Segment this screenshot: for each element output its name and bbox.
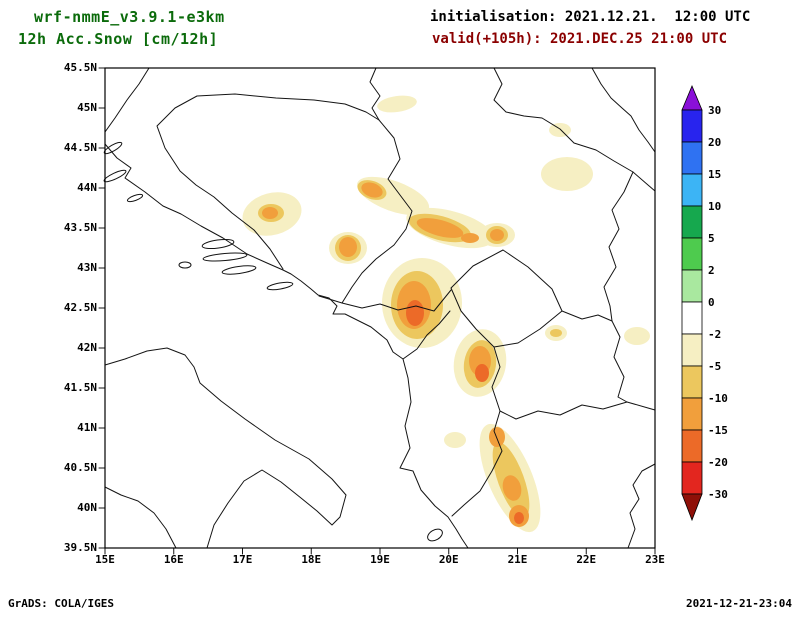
colorbar-tick-label: 20 bbox=[708, 136, 721, 149]
lon-tick-label: 23E bbox=[645, 553, 665, 566]
colorbar-tick-label: 30 bbox=[708, 104, 721, 117]
colorbar-arrow-top bbox=[682, 86, 702, 110]
colorbar-tick-label: 15 bbox=[708, 168, 721, 181]
colorbar-tick-label: -10 bbox=[708, 392, 728, 405]
colorbar-tick-label: -20 bbox=[708, 456, 728, 469]
colorbar-segment bbox=[682, 142, 702, 174]
colorbar-segment bbox=[682, 366, 702, 398]
colorbar-legend: 30201510520-2-5-10-15-20-30 bbox=[681, 84, 741, 530]
lon-tick-label: 17E bbox=[233, 553, 253, 566]
map-border bbox=[105, 68, 655, 548]
lat-tick-label: 39.5N bbox=[50, 541, 97, 554]
colorbar-segment bbox=[682, 238, 702, 270]
colorbar-canvas: 30201510520-2-5-10-15-20-30 bbox=[681, 84, 741, 530]
map-canvas bbox=[105, 68, 655, 548]
colorbar-segment bbox=[682, 206, 702, 238]
lat-tick-label: 41.5N bbox=[50, 381, 97, 394]
longitude-axis: 15E16E17E18E19E20E21E22E23E bbox=[105, 553, 655, 569]
lat-tick-label: 40N bbox=[50, 501, 97, 514]
lat-tick-label: 43.5N bbox=[50, 221, 97, 234]
lat-tick-label: 44N bbox=[50, 181, 97, 194]
colorbar-arrow-bottom bbox=[682, 494, 702, 520]
lat-tick-label: 40.5N bbox=[50, 461, 97, 474]
colorbar-segment bbox=[682, 430, 702, 462]
colorbar-segment bbox=[682, 174, 702, 206]
grads-credit: GrADS: COLA/IGES bbox=[8, 597, 114, 610]
lat-tick-label: 44.5N bbox=[50, 141, 97, 154]
snow-shading-light bbox=[238, 93, 650, 540]
lon-tick-label: 16E bbox=[164, 553, 184, 566]
lon-tick-label: 19E bbox=[370, 553, 390, 566]
colorbar-segment bbox=[682, 398, 702, 430]
valid-time: valid(+105h): 2021.DEC.25 21:00 UTC bbox=[432, 31, 727, 47]
colorbar-tick-label: -5 bbox=[708, 360, 721, 373]
colorbar-segment bbox=[682, 302, 702, 334]
colorbar-segment bbox=[682, 462, 702, 494]
variable-title: 12h Acc.Snow [cm/12h] bbox=[18, 30, 218, 48]
initialisation-time: initialisation: 2021.12.21. 12:00 UTC bbox=[430, 9, 750, 25]
colorbar-tick-label: 10 bbox=[708, 200, 721, 213]
lat-tick-label: 43N bbox=[50, 261, 97, 274]
colorbar-tick-label: -2 bbox=[708, 328, 721, 341]
colorbar-tick-label: 0 bbox=[708, 296, 715, 309]
country-borders bbox=[105, 68, 655, 516]
map-plot-area bbox=[105, 68, 655, 548]
lat-tick-label: 41N bbox=[50, 421, 97, 434]
lon-tick-label: 15E bbox=[95, 553, 115, 566]
lat-tick-label: 45.5N bbox=[50, 61, 97, 74]
creation-timestamp: 2021-12-21-23:04 bbox=[686, 597, 792, 610]
lat-tick-label: 45N bbox=[50, 101, 97, 114]
colorbar-tick-label: -30 bbox=[708, 488, 728, 501]
lon-tick-label: 21E bbox=[508, 553, 528, 566]
colorbar-tick-label: 2 bbox=[708, 264, 715, 277]
lat-tick-label: 42N bbox=[50, 341, 97, 354]
lon-tick-label: 18E bbox=[301, 553, 321, 566]
lon-tick-label: 22E bbox=[576, 553, 596, 566]
colorbar-tick-label: -15 bbox=[708, 424, 728, 437]
colorbar-segment bbox=[682, 110, 702, 142]
latitude-axis: 45.5N45N44.5N44N43.5N43N42.5N42N41.5N41N… bbox=[50, 68, 100, 548]
colorbar-segment bbox=[682, 270, 702, 302]
lon-tick-label: 20E bbox=[439, 553, 459, 566]
colorbar-segment bbox=[682, 334, 702, 366]
colorbar-tick-label: 5 bbox=[708, 232, 715, 245]
model-title: wrf-nmmE_v3.9.1-e3km bbox=[34, 8, 225, 26]
lat-tick-label: 42.5N bbox=[50, 301, 97, 314]
